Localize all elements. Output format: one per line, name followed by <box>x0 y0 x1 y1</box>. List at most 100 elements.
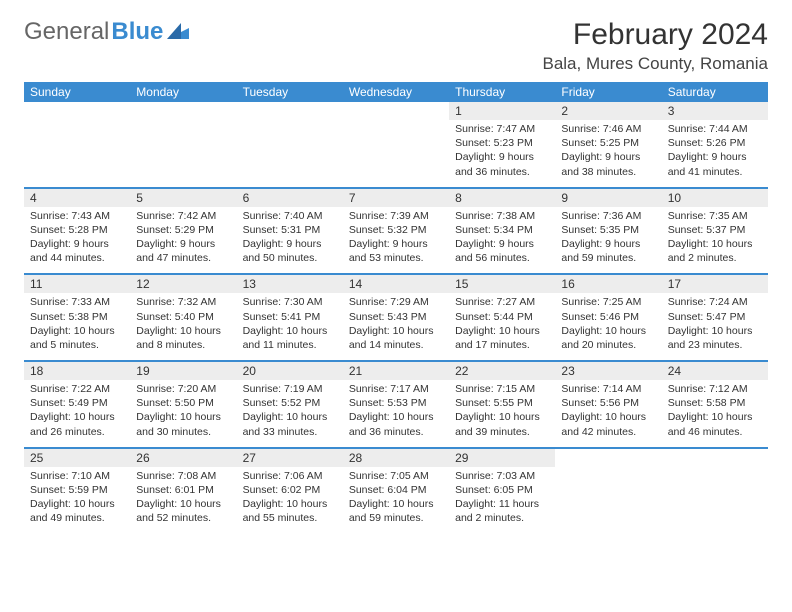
sunset-text: Sunset: 5:38 PM <box>30 310 124 324</box>
info-cell: Sunrise: 7:38 AMSunset: 5:34 PMDaylight:… <box>449 207 555 275</box>
daylight-text: Daylight: 11 hours and 2 minutes. <box>455 497 549 525</box>
day-header: Monday <box>130 82 236 102</box>
daylight-text: Daylight: 9 hours and 53 minutes. <box>349 237 443 265</box>
info-cell: Sunrise: 7:03 AMSunset: 6:05 PMDaylight:… <box>449 467 555 534</box>
info-cell: Sunrise: 7:22 AMSunset: 5:49 PMDaylight:… <box>24 380 130 448</box>
date-cell: 8 <box>449 188 555 207</box>
header: General Blue February 2024 Bala, Mures C… <box>24 18 768 74</box>
daylight-text: Daylight: 10 hours and 26 minutes. <box>30 410 124 438</box>
date-cell <box>130 102 236 120</box>
date-cell: 15 <box>449 274 555 293</box>
sunrise-text: Sunrise: 7:29 AM <box>349 295 443 309</box>
sunrise-text: Sunrise: 7:08 AM <box>136 469 230 483</box>
sunset-text: Sunset: 5:59 PM <box>30 483 124 497</box>
sunrise-text: Sunrise: 7:42 AM <box>136 209 230 223</box>
info-row: Sunrise: 7:43 AMSunset: 5:28 PMDaylight:… <box>24 207 768 275</box>
info-cell: Sunrise: 7:20 AMSunset: 5:50 PMDaylight:… <box>130 380 236 448</box>
daylight-text: Daylight: 10 hours and 42 minutes. <box>561 410 655 438</box>
info-cell <box>343 120 449 188</box>
info-cell: Sunrise: 7:33 AMSunset: 5:38 PMDaylight:… <box>24 293 130 361</box>
sunset-text: Sunset: 5:35 PM <box>561 223 655 237</box>
sunrise-text: Sunrise: 7:38 AM <box>455 209 549 223</box>
sunrise-text: Sunrise: 7:15 AM <box>455 382 549 396</box>
date-cell: 5 <box>130 188 236 207</box>
info-cell: Sunrise: 7:27 AMSunset: 5:44 PMDaylight:… <box>449 293 555 361</box>
daylight-text: Daylight: 10 hours and 20 minutes. <box>561 324 655 352</box>
day-header: Sunday <box>24 82 130 102</box>
sunrise-text: Sunrise: 7:43 AM <box>30 209 124 223</box>
info-cell: Sunrise: 7:40 AMSunset: 5:31 PMDaylight:… <box>237 207 343 275</box>
sunset-text: Sunset: 5:31 PM <box>243 223 337 237</box>
sunset-text: Sunset: 5:50 PM <box>136 396 230 410</box>
sunset-text: Sunset: 5:52 PM <box>243 396 337 410</box>
info-row: Sunrise: 7:33 AMSunset: 5:38 PMDaylight:… <box>24 293 768 361</box>
date-cell: 12 <box>130 274 236 293</box>
date-row: 2526272829 <box>24 448 768 467</box>
info-cell: Sunrise: 7:30 AMSunset: 5:41 PMDaylight:… <box>237 293 343 361</box>
info-cell: Sunrise: 7:14 AMSunset: 5:56 PMDaylight:… <box>555 380 661 448</box>
date-row: 11121314151617 <box>24 274 768 293</box>
info-cell: Sunrise: 7:36 AMSunset: 5:35 PMDaylight:… <box>555 207 661 275</box>
sunrise-text: Sunrise: 7:30 AM <box>243 295 337 309</box>
daylight-text: Daylight: 10 hours and 2 minutes. <box>668 237 762 265</box>
info-cell: Sunrise: 7:47 AMSunset: 5:23 PMDaylight:… <box>449 120 555 188</box>
sunrise-text: Sunrise: 7:36 AM <box>561 209 655 223</box>
info-cell <box>237 120 343 188</box>
date-cell: 11 <box>24 274 130 293</box>
date-cell: 25 <box>24 448 130 467</box>
daylight-text: Daylight: 9 hours and 38 minutes. <box>561 150 655 178</box>
sunset-text: Sunset: 5:37 PM <box>668 223 762 237</box>
day-header: Friday <box>555 82 661 102</box>
sunset-text: Sunset: 5:47 PM <box>668 310 762 324</box>
info-cell: Sunrise: 7:32 AMSunset: 5:40 PMDaylight:… <box>130 293 236 361</box>
calendar: Sunday Monday Tuesday Wednesday Thursday… <box>24 82 768 533</box>
sunset-text: Sunset: 5:41 PM <box>243 310 337 324</box>
sunset-text: Sunset: 5:53 PM <box>349 396 443 410</box>
info-cell: Sunrise: 7:15 AMSunset: 5:55 PMDaylight:… <box>449 380 555 448</box>
sunset-text: Sunset: 6:02 PM <box>243 483 337 497</box>
date-cell: 24 <box>662 361 768 380</box>
sunset-text: Sunset: 5:23 PM <box>455 136 549 150</box>
date-cell <box>237 102 343 120</box>
date-cell <box>662 448 768 467</box>
info-cell: Sunrise: 7:06 AMSunset: 6:02 PMDaylight:… <box>237 467 343 534</box>
daylight-text: Daylight: 10 hours and 14 minutes. <box>349 324 443 352</box>
daylight-text: Daylight: 10 hours and 23 minutes. <box>668 324 762 352</box>
date-cell: 16 <box>555 274 661 293</box>
day-header: Saturday <box>662 82 768 102</box>
date-cell: 19 <box>130 361 236 380</box>
info-row: Sunrise: 7:10 AMSunset: 5:59 PMDaylight:… <box>24 467 768 534</box>
info-cell <box>662 467 768 534</box>
date-cell: 22 <box>449 361 555 380</box>
date-cell: 26 <box>130 448 236 467</box>
date-cell: 28 <box>343 448 449 467</box>
info-cell: Sunrise: 7:46 AMSunset: 5:25 PMDaylight:… <box>555 120 661 188</box>
daylight-text: Daylight: 10 hours and 52 minutes. <box>136 497 230 525</box>
sunrise-text: Sunrise: 7:03 AM <box>455 469 549 483</box>
date-cell: 14 <box>343 274 449 293</box>
daylight-text: Daylight: 9 hours and 50 minutes. <box>243 237 337 265</box>
title-block: February 2024 Bala, Mures County, Romani… <box>542 18 768 74</box>
daylight-text: Daylight: 10 hours and 8 minutes. <box>136 324 230 352</box>
info-cell: Sunrise: 7:35 AMSunset: 5:37 PMDaylight:… <box>662 207 768 275</box>
sunset-text: Sunset: 5:49 PM <box>30 396 124 410</box>
sunset-text: Sunset: 5:56 PM <box>561 396 655 410</box>
day-header: Tuesday <box>237 82 343 102</box>
sunrise-text: Sunrise: 7:14 AM <box>561 382 655 396</box>
day-header: Wednesday <box>343 82 449 102</box>
sunrise-text: Sunrise: 7:24 AM <box>668 295 762 309</box>
daylight-text: Daylight: 10 hours and 46 minutes. <box>668 410 762 438</box>
info-cell: Sunrise: 7:24 AMSunset: 5:47 PMDaylight:… <box>662 293 768 361</box>
sunrise-text: Sunrise: 7:40 AM <box>243 209 337 223</box>
info-cell: Sunrise: 7:29 AMSunset: 5:43 PMDaylight:… <box>343 293 449 361</box>
logo-text-2: Blue <box>111 18 163 46</box>
date-cell: 21 <box>343 361 449 380</box>
daylight-text: Daylight: 10 hours and 59 minutes. <box>349 497 443 525</box>
sunset-text: Sunset: 5:34 PM <box>455 223 549 237</box>
day-header-row: Sunday Monday Tuesday Wednesday Thursday… <box>24 82 768 102</box>
daylight-text: Daylight: 10 hours and 55 minutes. <box>243 497 337 525</box>
sunrise-text: Sunrise: 7:25 AM <box>561 295 655 309</box>
date-cell: 9 <box>555 188 661 207</box>
sunset-text: Sunset: 5:32 PM <box>349 223 443 237</box>
date-cell: 4 <box>24 188 130 207</box>
